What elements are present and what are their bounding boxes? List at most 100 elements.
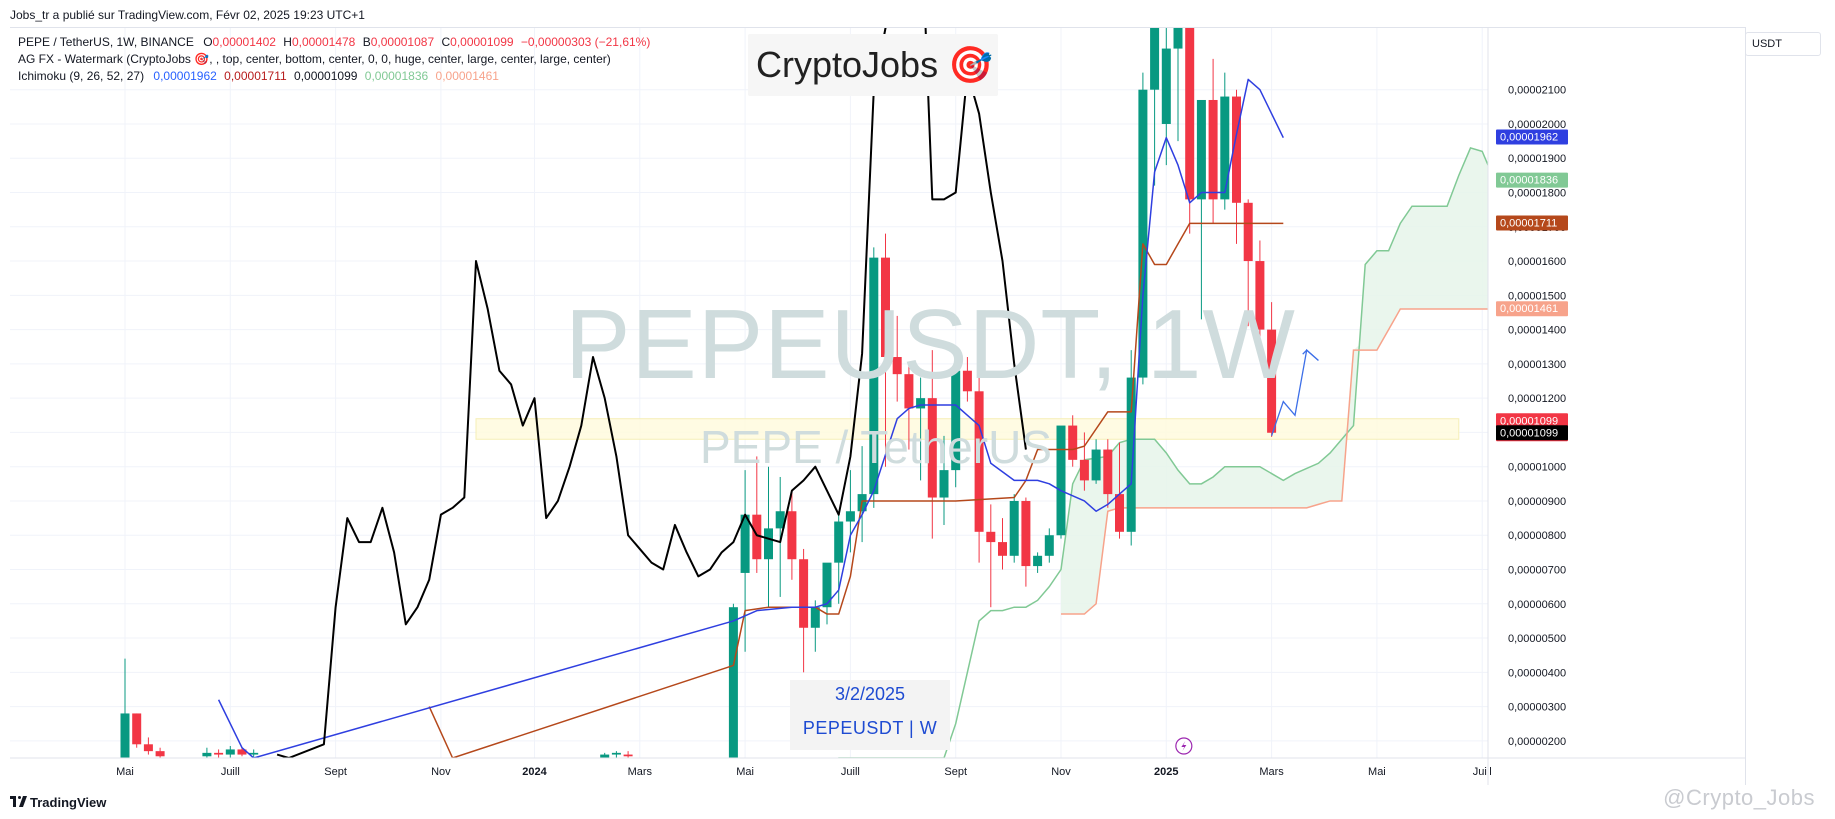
price-tick-label: 0,00000900 bbox=[1508, 496, 1566, 508]
candle-body bbox=[822, 562, 832, 608]
candle-body bbox=[1079, 459, 1089, 481]
time-tick-label: Mai bbox=[116, 766, 134, 778]
candle-body bbox=[1150, 28, 1160, 90]
price-tick-label: 0,00001300 bbox=[1508, 359, 1566, 371]
candle-body bbox=[1021, 500, 1031, 567]
symbol-description-watermark: PEPE / TetherUS bbox=[700, 421, 1052, 473]
legend-ichimoku[interactable]: Ichimoku (9, 26, 52, 27) 0,00001962 0,00… bbox=[18, 69, 499, 83]
time-tick-label: Sept bbox=[944, 766, 967, 778]
candle-body bbox=[611, 752, 621, 755]
ichimoku-kijun-value: 0,00001711 bbox=[224, 69, 287, 83]
legend-ohlc[interactable]: PEPE / TetherUS, 1W, BINANCE O0,00001402… bbox=[18, 35, 650, 49]
time-tick-label: Juill bbox=[841, 766, 860, 778]
candle-body bbox=[951, 370, 961, 471]
symbol-watermark: PEPEUSDT, 1W bbox=[565, 289, 1296, 399]
time-tick-label: Juill bbox=[1473, 766, 1492, 778]
time-tick-label: Mai bbox=[736, 766, 754, 778]
price-tick-label: 0,00002000 bbox=[1508, 119, 1566, 131]
price-badge-label: 0,00001836 bbox=[1500, 175, 1558, 187]
candle-body bbox=[1243, 202, 1253, 262]
price-tick-label: 0,00000800 bbox=[1508, 530, 1566, 542]
candle-body bbox=[143, 744, 153, 752]
legend-open-label: O bbox=[203, 35, 213, 49]
price-tick-label: 0,00000200 bbox=[1508, 736, 1566, 748]
candle-body bbox=[974, 391, 984, 532]
price-badge bbox=[1496, 425, 1568, 441]
candle-body bbox=[986, 531, 996, 543]
tradingview-logo[interactable]: TradingView bbox=[10, 795, 106, 810]
legend-symbol[interactable]: PEPE / TetherUS, 1W, BINANCE bbox=[18, 35, 194, 49]
candle-body bbox=[1056, 425, 1066, 536]
candle-body bbox=[214, 752, 224, 755]
price-tick-label: 0,00000400 bbox=[1508, 667, 1566, 679]
footer-bar bbox=[0, 787, 1835, 819]
candle-body bbox=[1220, 96, 1230, 200]
candle-body bbox=[1103, 449, 1113, 495]
header-bar: Jobs_tr a publié sur TradingView.com, Fé… bbox=[0, 0, 1835, 27]
candle-body bbox=[892, 357, 902, 375]
candle-body bbox=[1255, 261, 1265, 330]
tradingview-logo-icon bbox=[10, 796, 28, 808]
author-credit-watermark: @Crypto_Jobs bbox=[1663, 785, 1815, 810]
price-tick-label: 0,00001600 bbox=[1508, 256, 1566, 268]
candle-body bbox=[810, 607, 820, 628]
candle-body bbox=[1173, 28, 1183, 49]
ichimoku-cloud bbox=[1061, 147, 1488, 615]
chart-frame[interactable]: 0,00002100 0,00002000 0,00001900 0,00001800… bbox=[10, 27, 1746, 785]
candle-body bbox=[904, 374, 914, 409]
price-tick-label: 0,00001200 bbox=[1508, 393, 1566, 405]
price-tick-label: 0,00002100 bbox=[1508, 85, 1566, 97]
price-badge-label: 0,00001711 bbox=[1500, 218, 1557, 230]
legend-watermark-indicator[interactable]: AG FX - Watermark (CryptoJobs 🎯, , top, … bbox=[18, 52, 611, 66]
ichimoku-span-a-value: 0,00001836 bbox=[364, 69, 429, 83]
price-tick-label: 0,00000700 bbox=[1508, 565, 1566, 577]
price-badge bbox=[1496, 172, 1568, 188]
candle-body bbox=[249, 752, 259, 755]
candle-body bbox=[202, 752, 212, 757]
tradingview-logo-text: TradingView bbox=[30, 795, 107, 810]
candle-body bbox=[845, 511, 855, 522]
candle-body bbox=[1126, 377, 1136, 532]
price-tick-label: 0,00001400 bbox=[1508, 325, 1566, 337]
candle-body bbox=[1009, 500, 1019, 556]
candle-body bbox=[132, 713, 142, 745]
legend-open-value: 0,00001402 bbox=[212, 35, 276, 49]
ichimoku-label[interactable]: Ichimoku (9, 26, 52, 27) bbox=[18, 69, 145, 83]
price-tick-label: 0,00000500 bbox=[1508, 633, 1566, 645]
candle-body bbox=[916, 398, 926, 409]
candle-body bbox=[764, 528, 773, 560]
candle-body bbox=[1115, 494, 1124, 532]
ichimoku-span-b-value: 0,00001461 bbox=[435, 69, 499, 83]
brand-watermark-text: CryptoJobs 🎯 bbox=[756, 44, 993, 85]
candle-body bbox=[1232, 96, 1241, 203]
watermark-indicator-label[interactable]: AG FX - Watermark (CryptoJobs 🎯, , top, … bbox=[18, 52, 611, 66]
time-tick-label: Nov bbox=[1051, 766, 1071, 778]
candle-body bbox=[799, 559, 809, 628]
candle-body bbox=[869, 257, 879, 495]
candle-body bbox=[600, 754, 610, 758]
price-tick-label: 0,00000300 bbox=[1508, 702, 1566, 714]
candle-body bbox=[881, 257, 890, 358]
candle-body bbox=[1138, 89, 1148, 378]
price-tick-label: 0,00001800 bbox=[1508, 188, 1566, 200]
price-badge-label: 0,00001962 bbox=[1500, 131, 1558, 143]
candle-body bbox=[1091, 449, 1101, 481]
annotation-box bbox=[790, 680, 950, 750]
time-tick-label: Mai bbox=[1368, 766, 1386, 778]
candle-body bbox=[120, 713, 130, 758]
price-badge-label: 0,00001099 bbox=[1500, 427, 1558, 439]
candle-body bbox=[998, 542, 1007, 556]
candle-body bbox=[787, 511, 797, 560]
time-tick-label: Mars bbox=[1259, 766, 1284, 778]
lightning-glyph bbox=[1181, 741, 1187, 751]
candle-body bbox=[728, 607, 738, 758]
currency-selector[interactable]: USDT bbox=[1745, 32, 1821, 56]
candlestick-chart[interactable]: 0,00002100 0,00002000 0,00001900 0,00001800… bbox=[10, 28, 1745, 785]
legend-low-label: B bbox=[362, 35, 371, 49]
support-zone bbox=[475, 418, 1460, 440]
annotation-symbol: PEPEUSDT | W bbox=[802, 718, 938, 738]
candle-body bbox=[775, 511, 785, 529]
candle-body bbox=[1208, 99, 1218, 200]
time-tick-label: 2024 bbox=[522, 766, 547, 778]
candle-body bbox=[1033, 555, 1043, 567]
